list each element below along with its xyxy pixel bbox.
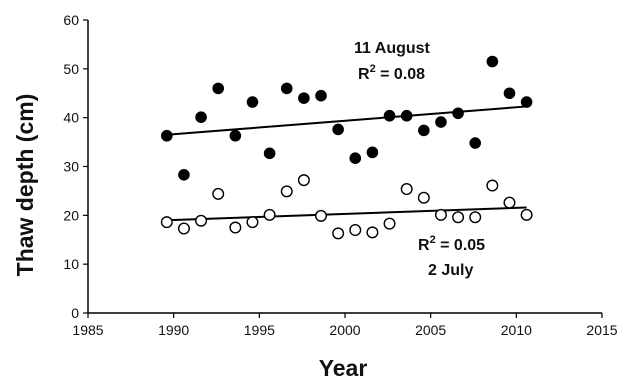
july-data-point xyxy=(383,217,396,230)
july-r2-label: R2 = 0.05 xyxy=(418,234,485,254)
august-r2-label: R2 = 0.08 xyxy=(358,63,425,83)
x-tick-label: 2010 xyxy=(501,322,532,338)
july-data-point xyxy=(520,208,533,221)
x-tick-label: 2000 xyxy=(329,322,360,338)
august-annotation: 11 August R2 = 0.08 xyxy=(354,40,431,83)
july-data-point xyxy=(297,174,310,187)
august-data-point xyxy=(400,109,413,122)
august-data-point xyxy=(383,109,396,122)
x-tick-label: 1985 xyxy=(72,322,103,338)
july-data-point xyxy=(332,227,345,240)
y-tick-label: 20 xyxy=(63,207,79,223)
y-tick-label: 60 xyxy=(63,12,79,28)
y-tick-label: 50 xyxy=(63,61,79,77)
july-trendline xyxy=(166,206,527,222)
july-data-point xyxy=(452,211,465,224)
august-data-point xyxy=(246,96,259,108)
tick-labels: 0 10 20 30 40 50 60 1985 1990 1995 2000 2005 2010 201… xyxy=(63,12,617,338)
tick-marks xyxy=(83,19,603,318)
august-data-point xyxy=(435,116,447,128)
july-data-point xyxy=(263,208,276,221)
august-series-label: 11 August xyxy=(354,40,431,57)
august-data-point xyxy=(229,129,242,142)
y-tick-label: 0 xyxy=(71,305,79,321)
y-tick-label: 40 xyxy=(63,110,79,126)
y-tick-label: 30 xyxy=(63,159,79,175)
july-data-point xyxy=(177,222,190,235)
july-data-point xyxy=(315,209,328,222)
july-data-point xyxy=(229,221,242,234)
july-data-point xyxy=(503,196,516,209)
july-data-point xyxy=(366,226,379,239)
axes xyxy=(87,20,602,314)
july-data-point xyxy=(469,211,482,224)
y-axis-title: Thaw depth (cm) xyxy=(12,94,38,277)
trendlines xyxy=(166,105,527,222)
august-data-point xyxy=(161,129,173,142)
august-data-point xyxy=(366,146,379,159)
x-tick-label: 2005 xyxy=(415,322,446,338)
august-data-point xyxy=(332,123,344,136)
august-data-point xyxy=(315,89,327,102)
august-data-point xyxy=(520,96,533,108)
x-axis-title: Year xyxy=(319,355,368,381)
july-series-label: 2 July xyxy=(428,262,473,279)
july-data-point xyxy=(349,223,362,236)
august-trendline xyxy=(166,105,527,136)
july-annotation: R2 = 0.05 2 July xyxy=(418,234,485,279)
august-data-point xyxy=(178,169,190,181)
august-data-point xyxy=(349,152,362,164)
august-data-point xyxy=(212,82,225,95)
august-data-point xyxy=(503,87,516,100)
august-data-point xyxy=(298,92,310,104)
x-tick-label: 2015 xyxy=(586,322,617,338)
x-tick-label: 1995 xyxy=(244,322,275,338)
july-data-point xyxy=(246,216,259,229)
july-data-point xyxy=(417,191,430,204)
july-data-point xyxy=(400,182,413,195)
july-data-point xyxy=(160,216,173,229)
july-data-point xyxy=(434,208,447,221)
august-data-point xyxy=(418,124,430,137)
august-data-point xyxy=(280,82,293,95)
july-data-point xyxy=(486,179,499,192)
august-data-point xyxy=(452,107,464,120)
july-data-point xyxy=(280,185,293,198)
data-points xyxy=(160,55,533,240)
august-data-point xyxy=(486,55,499,68)
july-data-point xyxy=(195,214,208,227)
august-data-point xyxy=(195,111,207,123)
august-data-point xyxy=(469,137,482,149)
august-data-point xyxy=(263,147,276,160)
x-tick-label: 1990 xyxy=(158,322,189,338)
july-data-point xyxy=(212,187,225,200)
y-tick-label: 10 xyxy=(63,256,79,272)
